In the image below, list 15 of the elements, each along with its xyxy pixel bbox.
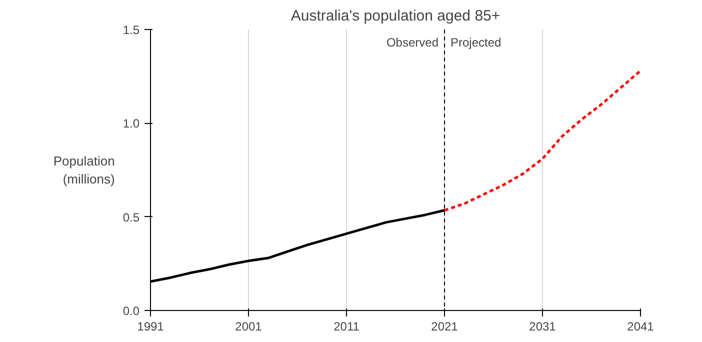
x-tick-label: 2001	[235, 320, 262, 334]
line-series	[443, 69, 640, 212]
y-tick-label: 1.5	[122, 23, 140, 37]
x-tick-label: 2031	[529, 320, 556, 334]
annotation: Projected	[450, 36, 502, 50]
annotation: Observed	[386, 36, 439, 50]
x-tick-label: 2041	[627, 320, 654, 334]
y-tick-label: 1.0	[122, 116, 140, 131]
x-tick-label: 2021	[431, 320, 458, 334]
x-tick-label: 1991	[137, 320, 164, 334]
x-tick-label: 2011	[334, 320, 360, 334]
chart-title: Australia's population aged 85+	[290, 8, 500, 24]
y-tick-label: 0.0	[122, 304, 140, 318]
y-axis-title: Population (millions)	[53, 154, 115, 186]
y-tick-label: 0.5	[122, 210, 140, 224]
